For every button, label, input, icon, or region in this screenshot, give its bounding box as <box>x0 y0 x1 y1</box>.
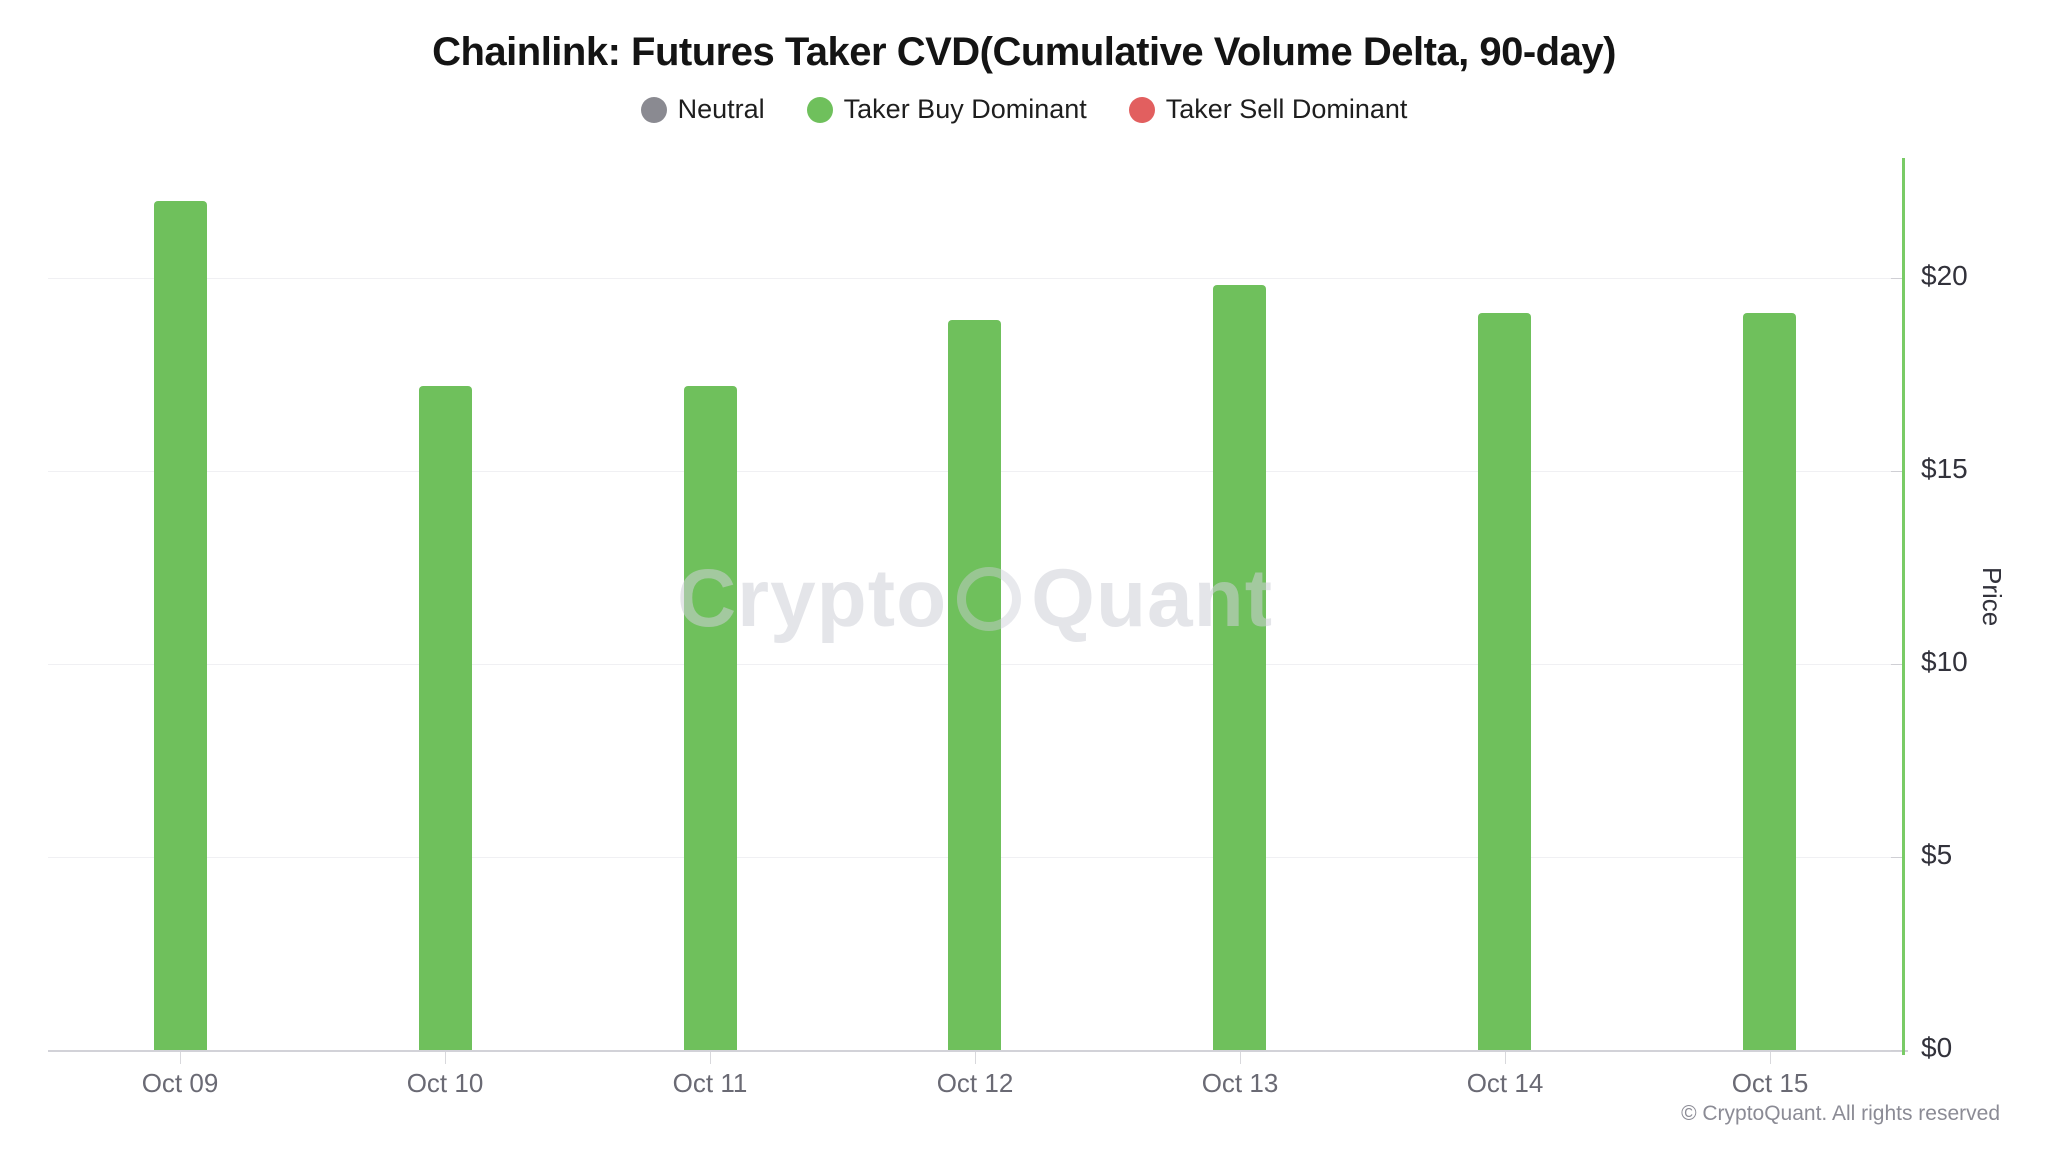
copyright-notice: © CryptoQuant. All rights reserved <box>1681 1102 2000 1125</box>
bar-oct-13[interactable] <box>1213 285 1266 1050</box>
y-axis-tick-label: $5 <box>1921 839 1953 870</box>
legend-item-taker-buy-dominant[interactable]: Taker Buy Dominant <box>806 94 1087 125</box>
y-axis-tick-label: $20 <box>1921 260 1968 291</box>
bar-oct-15[interactable] <box>1743 313 1796 1050</box>
bar-oct-11[interactable] <box>684 386 737 1050</box>
y-axis-tick-label: $15 <box>1921 453 1968 484</box>
x-axis-tick <box>710 1052 711 1064</box>
x-axis-tick <box>1240 1052 1241 1064</box>
bar-oct-14[interactable] <box>1478 313 1531 1050</box>
x-axis-tick <box>975 1052 976 1064</box>
bar-oct-12[interactable] <box>948 320 1001 1050</box>
watermark-logo-ring <box>957 567 1022 631</box>
x-axis-tick <box>445 1052 446 1064</box>
y-axis-tick-label: $0 <box>1921 1032 1953 1063</box>
x-axis-label: Oct 13 <box>1201 1068 1279 1098</box>
y-axis-tick <box>1891 1050 1902 1051</box>
watermark: Crypto Quant <box>0 552 1950 646</box>
legend-label: Taker Buy Dominant <box>843 94 1087 124</box>
legend-dot-icon <box>806 96 833 123</box>
watermark-text-left: Crypto <box>676 553 948 644</box>
x-axis-label: Oct 12 <box>936 1068 1014 1098</box>
y-axis-title: Price <box>1977 567 2007 627</box>
y-axis-line <box>1902 158 1905 1055</box>
x-axis-tick <box>1770 1052 1771 1064</box>
x-axis-label: Oct 14 <box>1466 1068 1544 1098</box>
x-axis-label: Oct 09 <box>141 1068 219 1098</box>
y-axis-tick <box>1891 278 1902 279</box>
x-axis-line <box>48 1050 1908 1052</box>
x-axis-label: Oct 11 <box>672 1068 748 1098</box>
legend-item-neutral[interactable]: Neutral <box>640 94 765 125</box>
bar-oct-09[interactable] <box>154 201 207 1050</box>
y-axis-tick <box>1891 664 1902 665</box>
x-axis-label: Oct 10 <box>406 1068 484 1098</box>
bar-oct-10[interactable] <box>419 386 472 1050</box>
chart-title: Chainlink: Futures Taker CVD(Cumulative … <box>432 30 1616 74</box>
y-axis-tick-label: $10 <box>1921 646 1968 677</box>
legend: Neutral Taker Buy Dominant Taker Sell Domi… <box>0 94 2048 125</box>
y-axis-tick <box>1891 471 1902 472</box>
legend-dot-icon <box>640 96 667 123</box>
legend-item-taker-sell-dominant[interactable]: Taker Sell Dominant <box>1128 94 1408 125</box>
x-axis-tick <box>1505 1052 1506 1064</box>
x-axis-tick <box>180 1052 181 1064</box>
x-axis-label: Oct 15 <box>1731 1068 1809 1098</box>
y-axis-tick <box>1891 857 1902 858</box>
legend-label: Taker Sell Dominant <box>1165 94 1408 124</box>
gridline <box>48 278 1902 279</box>
watermark-text-right: Quant <box>1031 553 1274 644</box>
legend-dot-icon <box>1128 96 1155 123</box>
legend-label: Neutral <box>677 94 765 124</box>
